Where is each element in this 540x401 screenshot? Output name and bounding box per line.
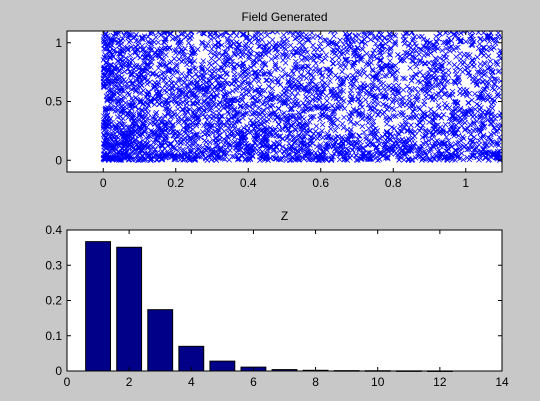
bar-y-tick-label: 0.4 — [45, 223, 62, 237]
bar-x-tick-label: 8 — [312, 375, 319, 389]
bar-x-tick-label: 14 — [495, 375, 509, 389]
bar-y-tick-label: 0.1 — [45, 329, 62, 343]
bar-2 — [116, 246, 143, 372]
bar-x-tick-label: 0 — [64, 375, 71, 389]
scatter-points — [100, 31, 502, 163]
scatter-marker-series — [100, 31, 502, 163]
bar-plot: 0 2 4 6 8 10 12 14 0 0.1 0.2 0.3 0.4 Z — [45, 209, 509, 389]
scatter-x-tick-label: 0.2 — [167, 176, 184, 190]
bar-3 — [147, 309, 174, 372]
scatter-x-tick-label: 0.8 — [385, 176, 402, 190]
bar-1 — [85, 241, 112, 372]
scatter-y-tick-label: 1 — [55, 36, 62, 50]
bar-y-tick-label: 0.3 — [45, 258, 62, 272]
scatter-y-tick-label: 0 — [55, 153, 62, 167]
scatter-x-tick-label: 0.6 — [312, 176, 329, 190]
bar-y-tick-label: 0.2 — [45, 294, 62, 308]
bar-x-tick-label: 4 — [188, 375, 195, 389]
scatter-y-tick-label: 0.5 — [45, 95, 62, 109]
bar-title: Z — [281, 209, 288, 223]
scatter-x-tick-label: 1 — [462, 176, 469, 190]
bar-y-tick-label: 0 — [55, 364, 62, 378]
bar-4 — [178, 345, 205, 372]
bar-x-tick-label: 2 — [126, 375, 133, 389]
scatter-x-tick-label: 0.4 — [240, 176, 257, 190]
scatter-x-tick-label: 0 — [100, 176, 107, 190]
bar-x-tick-label: 6 — [250, 375, 257, 389]
scatter-title: Field Generated — [241, 10, 327, 24]
bar-x-tick-label: 10 — [371, 375, 385, 389]
scatter-plot: 0 0.2 0.4 0.6 0.8 1 0 0.5 1 Field Generated — [45, 10, 503, 190]
bar-5 — [209, 360, 236, 372]
bar-x-tick-label: 12 — [433, 375, 447, 389]
